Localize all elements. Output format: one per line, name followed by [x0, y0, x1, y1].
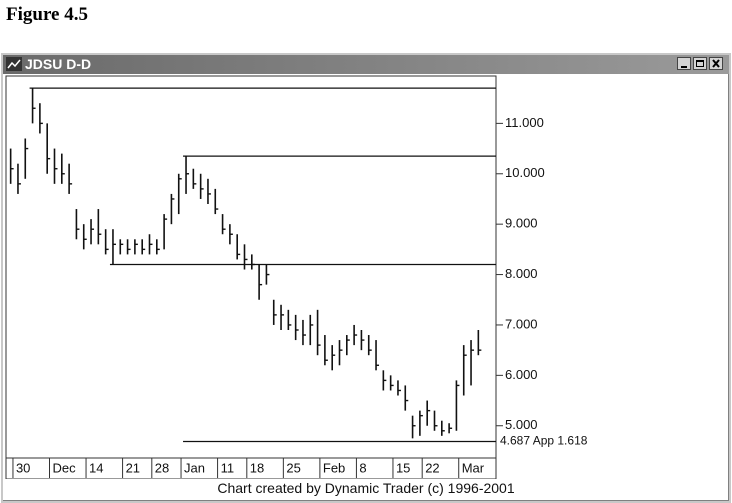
y-tick-label: 11.000 [505, 115, 544, 130]
chart: 5.000 6.000 7.000 8.000 9.000 10.000 11.000 30 D… [5, 75, 588, 479]
y-tick-label: 8.000 [505, 266, 538, 281]
x-tick-label: 28 [155, 460, 169, 475]
y-tick-label: 10.000 [505, 165, 545, 180]
close-button[interactable] [709, 57, 723, 70]
window-icon [6, 57, 22, 71]
footer: Chart created by Dynamic Trader (c) 1996… [217, 480, 515, 496]
y-tick-label: 6.000 [505, 367, 538, 382]
x-tick-label: 15 [396, 460, 410, 475]
y-tick-label: 5.000 [505, 417, 538, 432]
x-tick-label: Mar [462, 460, 485, 475]
x-tick-label: Feb [323, 460, 345, 475]
x-tick-label: Dec [53, 460, 77, 475]
x-tick-label: 30 [16, 460, 30, 475]
x-tick-label: 25 [286, 460, 300, 475]
x-tick-label: 21 [126, 460, 140, 475]
x-tick-label: 22 [425, 460, 439, 475]
x-tick-label: 8 [359, 460, 366, 475]
x-tick-label: 14 [89, 460, 103, 475]
minimize-button[interactable] [677, 57, 691, 70]
x-tick-label: 11 [221, 460, 235, 475]
figure-label: Figure 4.5 [6, 4, 88, 25]
window: JDSU D-D 5.000 6.000 7.000 8.000 9.000 10.000… [1, 53, 731, 503]
level-label: 4.687 App 1.618 [500, 434, 588, 448]
maximize-button[interactable] [693, 57, 707, 70]
y-tick-label: 7.000 [505, 316, 538, 331]
plot-frame [5, 75, 497, 459]
window-title: JDSU D-D [25, 56, 92, 72]
y-tick-label: 9.000 [505, 216, 538, 231]
x-tick-label: 18 [250, 460, 264, 475]
x-tick-label: Jan [184, 460, 205, 475]
title-bar: JDSU D-D [3, 55, 729, 74]
